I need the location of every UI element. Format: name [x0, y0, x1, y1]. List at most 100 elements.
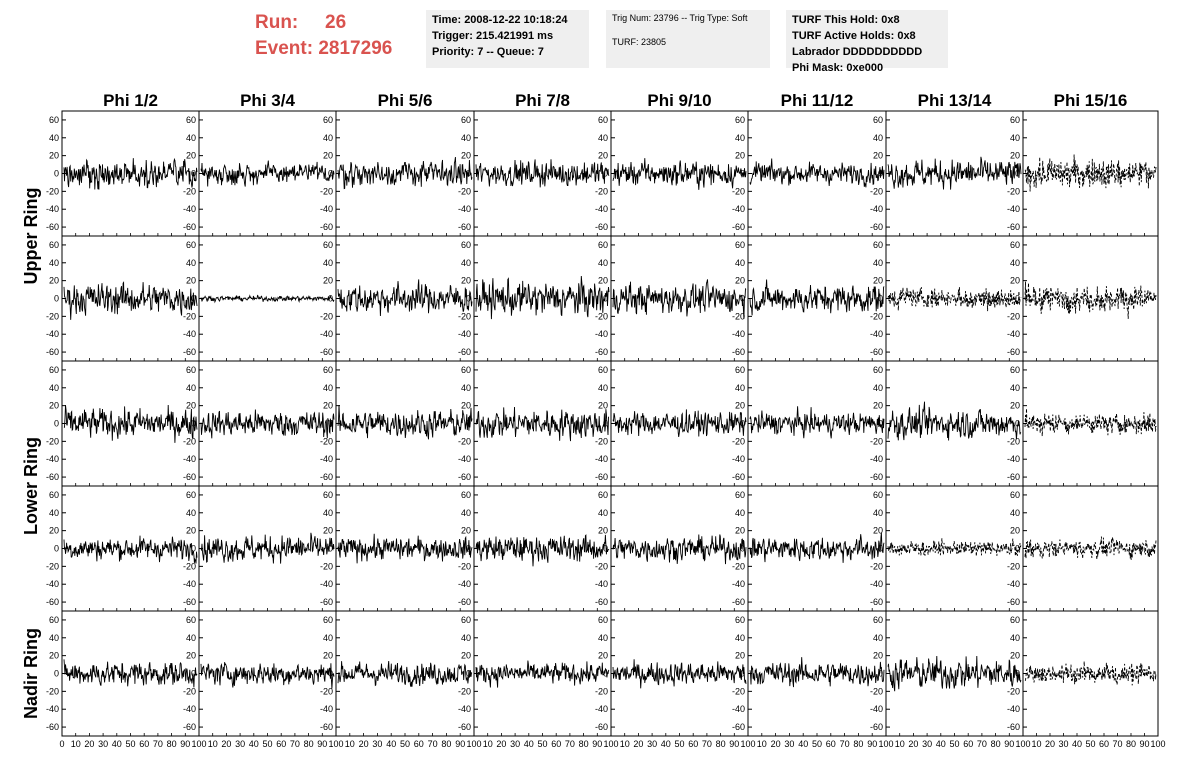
y-tick-label: 0 — [1015, 669, 1020, 679]
x-tick-label: 20 — [359, 739, 369, 749]
y-tick-label: 20 — [186, 276, 196, 286]
y-tick-label: -40 — [320, 579, 333, 589]
x-tick-label: 90 — [455, 739, 465, 749]
y-tick-label: 60 — [186, 615, 196, 625]
x-tick-label: 60 — [139, 739, 149, 749]
y-tick-label: -40 — [870, 579, 883, 589]
trigger-text: Trigger: 215.421991 ms — [432, 30, 554, 42]
y-tick-label: 40 — [49, 383, 59, 393]
y-tick-label: -40 — [320, 454, 333, 464]
y-tick-label: -20 — [183, 561, 196, 571]
y-tick-label: 40 — [323, 508, 333, 518]
x-tick-label: 80 — [1126, 739, 1136, 749]
y-tick-label: 60 — [1010, 240, 1020, 250]
y-tick-label: -40 — [46, 704, 59, 714]
y-tick-label: -40 — [870, 204, 883, 214]
y-tick-label: 60 — [186, 240, 196, 250]
waveform-trace — [475, 275, 610, 320]
turf-this-hold-text: TURF This Hold: 0x8 — [792, 14, 900, 26]
waveform-trace — [887, 401, 1022, 441]
y-tick-label: 20 — [186, 401, 196, 411]
y-tick-label: 20 — [735, 651, 745, 661]
x-tick-label: 0 — [59, 739, 64, 749]
y-tick-label: 20 — [735, 401, 745, 411]
y-tick-label: -40 — [595, 329, 608, 339]
y-tick-label: -60 — [732, 222, 745, 232]
y-tick-label: 40 — [49, 633, 59, 643]
y-tick-label: 0 — [603, 294, 608, 304]
y-tick-label: 60 — [49, 615, 59, 625]
y-tick-label: 0 — [191, 544, 196, 554]
y-tick-label: 40 — [323, 383, 333, 393]
priority-text: Priority: 7 -- Queue: 7 — [432, 46, 544, 58]
x-tick-label: 40 — [249, 739, 259, 749]
y-tick-label: 40 — [1010, 508, 1020, 518]
y-tick-label: -20 — [1007, 561, 1020, 571]
column-header: Phi 15/16 — [1054, 91, 1128, 110]
plot-frame — [885, 610, 1024, 737]
x-tick-label: 50 — [812, 739, 822, 749]
x-tick-label: 50 — [400, 739, 410, 749]
y-tick-label: -60 — [595, 472, 608, 482]
y-tick-label: -20 — [46, 561, 59, 571]
y-tick-label: -60 — [732, 347, 745, 357]
event-line: Event: 2817296 — [255, 36, 392, 62]
y-tick-label: 0 — [1015, 419, 1020, 429]
y-tick-label: -60 — [458, 722, 471, 732]
y-tick-label: 0 — [878, 669, 883, 679]
waveform-trace — [1024, 661, 1157, 686]
y-tick-label: 40 — [186, 133, 196, 143]
x-tick-label: 10 — [1031, 739, 1041, 749]
turf-text: TURF: 23805 — [612, 37, 667, 47]
y-tick-label: 20 — [735, 151, 745, 161]
y-tick-label: -60 — [1007, 347, 1020, 357]
y-tick-label: -40 — [458, 704, 471, 714]
y-tick-label: 20 — [49, 526, 59, 536]
y-tick-label: 0 — [878, 544, 883, 554]
waveform-trace — [63, 281, 198, 320]
waveform-trace — [475, 406, 610, 442]
y-tick-label: 0 — [603, 544, 608, 554]
x-tick-label: 20 — [1045, 739, 1055, 749]
y-tick-label: 60 — [598, 365, 608, 375]
y-tick-label: -60 — [1007, 472, 1020, 482]
y-tick-label: 40 — [873, 383, 883, 393]
waveform-trace — [63, 535, 198, 564]
time-text: Time: 2008-12-22 10:18:24 — [432, 14, 568, 26]
y-tick-label: 0 — [1015, 294, 1020, 304]
y-tick-label: 40 — [598, 508, 608, 518]
x-tick-label: 20 — [908, 739, 918, 749]
x-tick-label: 40 — [524, 739, 534, 749]
y-tick-label: 20 — [735, 526, 745, 536]
y-tick-label: -60 — [46, 347, 59, 357]
y-tick-label: -40 — [183, 579, 196, 589]
y-tick-label: 0 — [740, 169, 745, 179]
waveform-trace — [475, 660, 610, 688]
y-tick-label: 60 — [873, 615, 883, 625]
event-label: Event: — [255, 38, 314, 59]
x-tick-label: 30 — [235, 739, 245, 749]
phi-mask-text: Phi Mask: 0xe000 — [792, 62, 884, 74]
y-tick-label: 40 — [186, 258, 196, 268]
y-tick-label: -40 — [46, 454, 59, 464]
y-tick-label: 60 — [1010, 115, 1020, 125]
y-tick-label: -60 — [1007, 722, 1020, 732]
plot-frame — [1022, 235, 1159, 362]
y-tick-label: 0 — [466, 544, 471, 554]
y-tick-label: -20 — [595, 436, 608, 446]
y-tick-label: -40 — [732, 454, 745, 464]
x-tick-label: 50 — [674, 739, 684, 749]
waveform-trace — [475, 534, 610, 567]
y-tick-label: 20 — [598, 151, 608, 161]
x-tick-label: 100 — [878, 739, 893, 749]
x-tick-label: 90 — [729, 739, 739, 749]
waveform-trace — [749, 279, 885, 316]
waveform-trace — [1024, 281, 1157, 319]
y-tick-label: 40 — [735, 633, 745, 643]
y-tick-label: 40 — [1010, 258, 1020, 268]
y-tick-label: 40 — [186, 383, 196, 393]
y-tick-label: 60 — [598, 240, 608, 250]
y-tick-label: 60 — [49, 490, 59, 500]
x-tick-label: 30 — [372, 739, 382, 749]
y-tick-label: -40 — [732, 329, 745, 339]
